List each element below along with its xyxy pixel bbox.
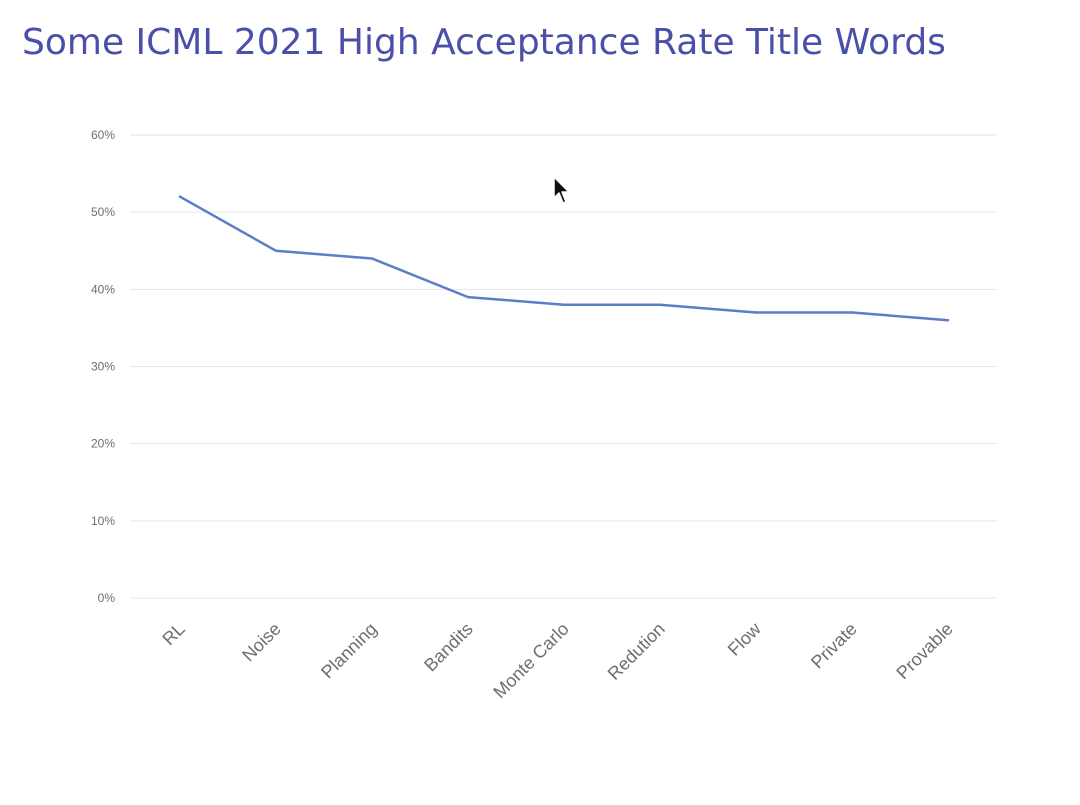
data-point-rl [178, 195, 182, 198]
data-point-redution [658, 303, 662, 306]
x-category-label: Planning [317, 619, 381, 683]
y-tick-label: 40% [91, 282, 115, 296]
gridlines [130, 134, 997, 599]
x-category-label: Noise [238, 619, 285, 666]
x-category-label: Monte Carlo [489, 619, 572, 702]
x-category-label: Bandits [420, 619, 477, 676]
data-point-bandits [466, 295, 470, 299]
x-category-label: Private [807, 619, 861, 673]
y-tick-label: 0% [98, 591, 116, 605]
y-tick-label: 30% [91, 360, 115, 374]
y-tick-label: 50% [91, 205, 115, 219]
y-tick-label: 20% [91, 437, 115, 451]
data-point-monte-carlo [562, 303, 566, 306]
series-layer [178, 195, 950, 322]
x-category-label: Redution [604, 619, 669, 684]
series-line [178, 195, 950, 322]
x-category-label: Flow [724, 618, 766, 660]
y-tick-label: 60% [91, 128, 115, 142]
x-category-label: RL [158, 619, 188, 649]
data-point-flow [754, 311, 758, 314]
slide-title: Some ICML 2021 High Acceptance Rate Titl… [22, 22, 946, 63]
data-point-provable [946, 319, 950, 322]
data-point-private [850, 311, 854, 314]
mouse-pointer-icon [553, 176, 570, 204]
y-axis-tick-labels: 0% 10% 20% 30% 40% 50% 60% [91, 128, 115, 605]
x-axis-category-labels: RL Noise Planning Bandits Monte Carlo Redutio… [158, 618, 956, 702]
x-category-label: Provable [892, 619, 956, 683]
data-point-noise [274, 249, 278, 252]
y-tick-label: 10% [91, 514, 115, 528]
data-point-planning [370, 257, 374, 260]
